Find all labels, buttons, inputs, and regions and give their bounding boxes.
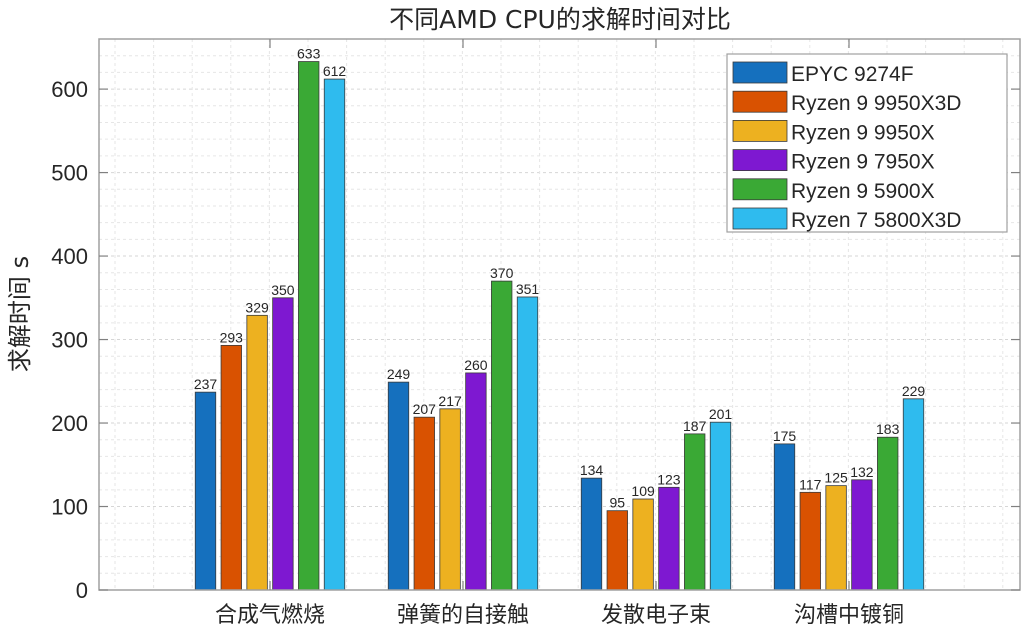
bar [272, 297, 294, 591]
data-label: 351 [516, 281, 540, 297]
x-tick-label: 发散电子束 [601, 603, 711, 628]
bar [709, 421, 732, 591]
legend-swatch [732, 120, 788, 142]
bar [902, 398, 925, 591]
legend-item[interactable]: Ryzen 7 5800X3D [732, 207, 961, 232]
data-label: 207 [413, 401, 437, 417]
y-tick-label: 0 [76, 578, 88, 603]
bar [606, 510, 628, 591]
bar [580, 477, 603, 591]
bar [825, 485, 847, 591]
bar [684, 433, 706, 591]
legend[interactable]: EPYC 9274F Ryzen 9 9950X3D Ryzen 9 9950X Ry… [726, 53, 1008, 233]
data-label: 350 [271, 282, 295, 298]
bar [773, 443, 796, 591]
legend-label: Ryzen 9 9950X [791, 121, 935, 144]
legend-swatch [732, 207, 788, 230]
data-label: 249 [387, 366, 411, 382]
legend-item[interactable]: Ryzen 9 9950X [732, 120, 935, 144]
x-tick-label: 沟槽中镀铜 [794, 603, 904, 628]
data-label: 125 [824, 470, 848, 486]
legend-label: Ryzen 9 9950X3D [791, 92, 961, 115]
legend-item[interactable]: Ryzen 9 9950X3D [732, 90, 961, 115]
data-label: 187 [683, 418, 707, 434]
legend-box [726, 53, 1008, 233]
y-ticks: 0 100 200 300 400 500 600 [51, 77, 1020, 603]
legend-label: Ryzen 9 5900X [791, 180, 935, 203]
x-tick-label: 合成气燃烧 [215, 603, 325, 628]
legend-swatch [732, 61, 788, 84]
bar [439, 408, 461, 591]
data-label: 612 [323, 63, 347, 79]
data-label: 260 [464, 357, 488, 373]
bar [323, 78, 346, 591]
bar [877, 436, 899, 591]
bar [851, 479, 873, 591]
data-label: 95 [610, 495, 626, 511]
data-label: 201 [709, 406, 733, 422]
legend-label: EPYC 9274F [791, 63, 914, 86]
y-tick-label: 100 [51, 495, 88, 520]
bar [246, 314, 268, 591]
bar [298, 61, 320, 591]
y-tick-label: 400 [51, 244, 88, 269]
data-label: 217 [438, 393, 462, 409]
y-axis-label: 求解时间 s [6, 256, 34, 372]
x-ticks: 合成气燃烧 弹簧的自接触 发散电子束 沟槽中镀铜 [215, 39, 904, 628]
bar [194, 391, 217, 591]
legend-swatch [732, 149, 788, 172]
data-label: 329 [245, 299, 269, 315]
bar [465, 372, 487, 591]
legend-item[interactable]: Ryzen 9 7950X [732, 149, 935, 174]
data-label: 229 [902, 383, 926, 399]
legend-label: Ryzen 9 7950X [791, 151, 935, 174]
axes-box [98, 38, 1021, 591]
legend-swatch [732, 90, 788, 113]
data-label: 237 [194, 376, 218, 392]
bar [516, 296, 539, 591]
data-label: 123 [657, 471, 681, 487]
bar [220, 344, 242, 591]
chart-title: 不同AMD CPU的求解时间对比 [389, 5, 731, 34]
data-label: 370 [490, 265, 514, 281]
data-label: 134 [580, 462, 604, 478]
bar [632, 498, 654, 591]
legend-swatch [732, 178, 788, 201]
data-label: 183 [876, 421, 900, 437]
y-tick-label: 300 [51, 328, 88, 353]
bar [491, 280, 513, 591]
legend-item[interactable]: Ryzen 9 5900X [732, 178, 935, 203]
legend-item[interactable]: EPYC 9274F [732, 61, 914, 86]
bar [799, 491, 821, 591]
data-label: 132 [850, 464, 874, 480]
bar [413, 416, 435, 591]
bar [658, 486, 680, 591]
bar [387, 381, 410, 591]
legend-label: Ryzen 7 5800X3D [791, 209, 961, 232]
y-tick-label: 600 [51, 77, 88, 102]
x-tick-label: 弹簧的自接触 [397, 603, 529, 628]
data-label: 293 [220, 329, 244, 345]
y-tick-label: 200 [51, 411, 88, 436]
data-label: 109 [631, 483, 655, 499]
data-label: 117 [799, 476, 822, 492]
data-label: 175 [773, 428, 797, 444]
y-tick-label: 500 [51, 161, 88, 186]
data-label: 633 [297, 46, 321, 62]
data-labels: 237 249 134 175 293 207 95 117 329 217 109 125 350 26… [194, 46, 926, 511]
